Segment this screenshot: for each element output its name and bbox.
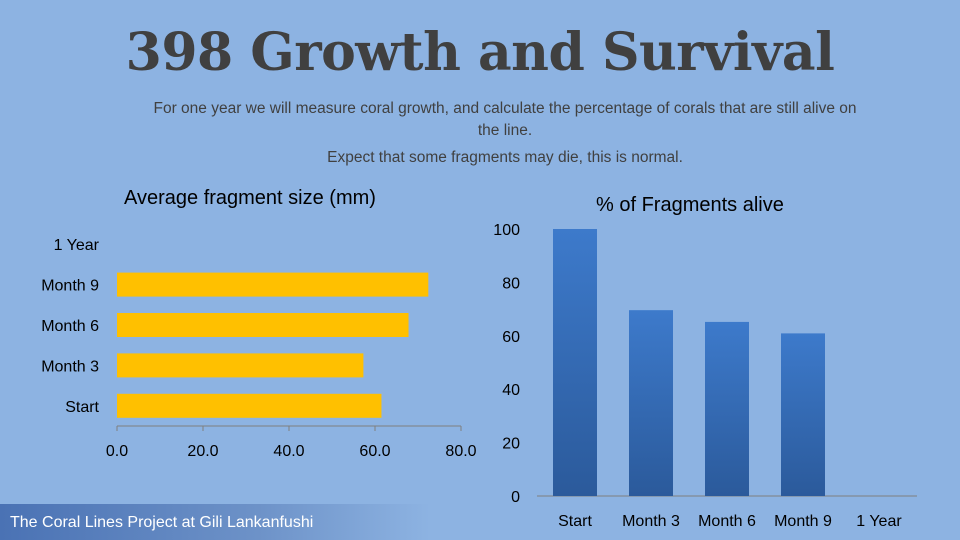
slide-subtitle: For one year we will measure coral growt… <box>153 100 857 139</box>
size-x-tick-label: 20.0 <box>187 443 218 460</box>
alive-bar <box>705 321 749 496</box>
slide-title: 398 Growth and Survival <box>125 22 835 83</box>
slide-note: Expect that some fragments may die, this… <box>327 149 683 166</box>
alive-y-tick-label: 80 <box>502 275 520 292</box>
size-x-tick-label: 80.0 <box>445 443 476 460</box>
size-x-tick-label: 40.0 <box>273 443 304 460</box>
size-bar <box>117 353 364 378</box>
alive-category-label: Start <box>558 513 592 530</box>
size-x-tick-label: 0.0 <box>106 443 128 460</box>
alive-y-tick-label: 20 <box>502 436 520 453</box>
alive-category-label: 1 Year <box>856 513 902 530</box>
size-category-label: 1 Year <box>54 237 100 254</box>
alive-category-label: Month 6 <box>698 513 756 530</box>
size-bar <box>117 393 382 418</box>
footer-text: The Coral Lines Project at Gili Lankanfu… <box>10 514 314 531</box>
size-category-label: Month 3 <box>41 358 99 375</box>
alive-category-label: Month 9 <box>774 513 832 530</box>
size-chart-title: Average fragment size (mm) <box>124 187 376 209</box>
size-bar <box>117 313 409 337</box>
alive-y-tick-label: 40 <box>502 382 520 399</box>
alive-y-tick-label: 60 <box>502 329 520 346</box>
alive-bar <box>629 310 673 496</box>
size-category-label: Month 6 <box>41 318 99 335</box>
size-category-label: Start <box>65 399 99 416</box>
size-x-tick-label: 60.0 <box>359 443 390 460</box>
alive-y-tick-label: 0 <box>511 489 520 506</box>
alive-bar <box>781 333 825 496</box>
footer-bar: The Coral Lines Project at Gili Lankanfu… <box>0 504 430 540</box>
alive-y-tick-label: 100 <box>493 222 520 239</box>
size-category-label: Month 9 <box>41 278 99 295</box>
alive-bar <box>553 229 597 496</box>
alive-chart-title: % of Fragments alive <box>596 194 784 216</box>
alive-category-label: Month 3 <box>622 513 680 530</box>
size-bar <box>117 272 429 297</box>
